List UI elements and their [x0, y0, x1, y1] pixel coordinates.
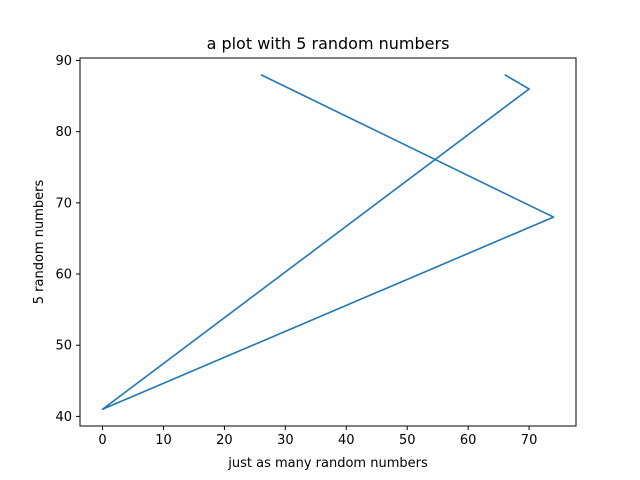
y-tick-label: 80: [55, 125, 72, 140]
plot-frame: [79, 57, 577, 427]
x-tick-label: 30: [277, 433, 294, 448]
x-tick-label: 50: [399, 433, 416, 448]
y-tick-label: 50: [55, 339, 72, 354]
x-axis-label: just as many random numbers: [227, 456, 428, 471]
y-tick-label: 90: [55, 54, 72, 69]
x-tick-label: 40: [338, 433, 355, 448]
x-tick-label: 60: [460, 433, 477, 448]
x-tick-label: 0: [98, 433, 106, 448]
x-tick-label: 10: [155, 433, 172, 448]
y-tick-label: 40: [55, 410, 72, 425]
series-line-0: [101, 74, 555, 411]
plot-area: 0 10 20 30 40 50 60 70 40 50 60 70 80 90: [55, 54, 577, 448]
y-axis-label: 5 random numbers: [32, 180, 47, 305]
x-tick-label: 70: [521, 433, 538, 448]
x-tick-label: 20: [216, 433, 233, 448]
chart-title: a plot with 5 random numbers: [207, 34, 450, 53]
y-tick-label: 60: [55, 268, 72, 283]
y-tick-label: 70: [55, 196, 72, 211]
